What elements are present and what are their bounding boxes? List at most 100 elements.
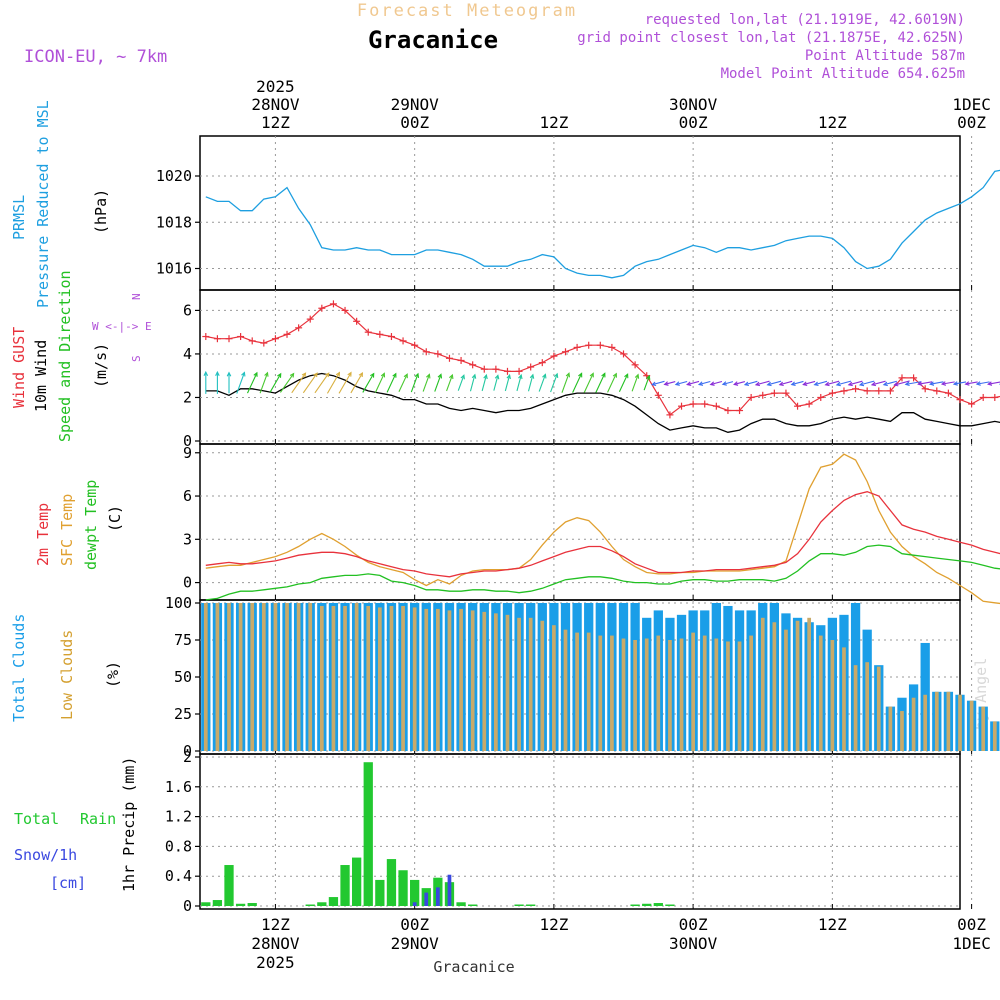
wind-arrow: [697, 380, 711, 386]
low-cloud-bar: [331, 605, 336, 751]
temp-sfc-label: SFC Temp: [58, 494, 76, 566]
temp-2m-line: [205, 491, 1000, 578]
wind-arrow: [527, 373, 535, 392]
low-cloud-bar: [598, 635, 603, 751]
top-time-label: 12Z: [818, 113, 847, 132]
low-cloud-bar: [389, 605, 394, 751]
gust-marker: [770, 389, 778, 397]
low-cloud-bar: [818, 635, 823, 751]
gust-marker: [248, 337, 256, 345]
bottom-time-label: 00Z: [957, 915, 986, 934]
wind-arrow: [203, 370, 209, 394]
wind-direction-arrows: [203, 370, 1000, 394]
gust-marker: [341, 306, 349, 314]
low-cloud-bar: [482, 611, 487, 751]
low-cloud-bar: [540, 620, 545, 751]
low-cloud-bar: [795, 620, 800, 751]
snow-bar: [412, 902, 417, 906]
gust-marker: [353, 317, 361, 325]
gust-marker: [515, 367, 523, 375]
wind-arrow: [374, 372, 386, 393]
gust-marker: [747, 393, 755, 401]
gust-marker: [329, 300, 337, 308]
low-cloud-bar: [470, 610, 475, 751]
bottom-time-label: 30NOV: [669, 934, 718, 953]
wind-arrow: [572, 372, 583, 393]
y-tick-label: 0: [183, 432, 192, 450]
snow-bar: [424, 892, 429, 906]
prmsl-label: PRMSL: [10, 195, 28, 240]
low-cloud-bar: [830, 640, 835, 751]
wind-arrow: [538, 373, 547, 392]
low-cloud-bar: [726, 641, 730, 751]
low-cloud-bar: [319, 605, 324, 751]
top-time-label: 00Z: [400, 113, 429, 132]
y-tick-label: 9: [183, 444, 192, 462]
rain-label-total: Total: [14, 810, 59, 828]
top-time-label: 30NOV: [669, 95, 718, 114]
low-cloud-bar: [436, 608, 440, 751]
low-cloud-bar: [296, 603, 301, 751]
wind-arrow: [650, 380, 665, 387]
wind-arrow: [904, 381, 922, 387]
wind-arrow: [291, 372, 307, 394]
low-cloud-bar: [714, 638, 719, 751]
y-tick-label: 6: [183, 487, 192, 505]
low-cloud-bar: [343, 605, 347, 751]
gust-marker: [237, 333, 245, 341]
low-cloud-bar: [401, 605, 405, 751]
low-cloud-bar: [807, 617, 812, 751]
rain-label-rain: Rain: [80, 810, 116, 828]
wind-arrow: [236, 371, 246, 394]
low-cloud-bar: [261, 603, 266, 751]
y-tick-label: 0.8: [165, 837, 192, 855]
wind-arrow: [802, 380, 816, 386]
wind-arrow: [493, 374, 500, 391]
low-cloud-bar: [563, 629, 568, 751]
wind-arrow: [259, 371, 269, 394]
low-cloud-bar: [447, 610, 452, 751]
wind-arrow: [643, 374, 651, 391]
low-cloud-bar: [876, 666, 881, 751]
top-time-label: 29NOV: [391, 95, 440, 114]
gust-marker: [724, 407, 732, 415]
y-tick-label: 0: [183, 742, 192, 760]
wind-arrow: [813, 380, 828, 387]
wind-arrow: [326, 371, 341, 394]
low-cloud-bar: [459, 608, 463, 751]
wind-arrow: [917, 381, 933, 386]
gust-marker: [944, 389, 952, 397]
wind-arrow: [561, 372, 571, 393]
wind-arrow: [766, 380, 782, 387]
low-clouds-label: Low Clouds: [58, 630, 76, 720]
gust-marker: [527, 363, 535, 371]
rain-bar: [386, 859, 397, 906]
total-clouds-label: Total Clouds: [10, 614, 28, 722]
wind-arrow: [721, 381, 734, 386]
temp-dew-label: dewpt Temp: [82, 480, 100, 570]
pressure-panel-frame: [199, 135, 961, 291]
meteogram-title: Forecast Meteogram: [357, 1, 577, 21]
rain-bar: [212, 900, 223, 906]
gust-marker: [852, 385, 860, 393]
snow-label: Snow/1h: [14, 846, 77, 864]
wind-gust-line: [205, 303, 1000, 416]
wind-panel-frame: [199, 289, 961, 445]
low-cloud-bar: [911, 697, 916, 751]
wind-arrow: [314, 372, 330, 394]
pressure-unit: (hPa): [92, 189, 110, 234]
low-cloud-bar: [842, 647, 846, 751]
compass-row: W <-|-> E: [92, 320, 152, 333]
location-title: Gracanice: [368, 26, 498, 54]
gust-marker: [561, 348, 569, 356]
wind-arrow: [952, 381, 967, 386]
gust-marker: [968, 400, 976, 408]
gust-marker: [608, 343, 616, 351]
gust-marker: [306, 315, 314, 323]
low-cloud-bar: [575, 632, 579, 751]
rain-bar: [340, 865, 350, 906]
low-cloud-bar: [517, 617, 521, 751]
gust-marker: [828, 389, 836, 397]
gust-marker: [550, 352, 558, 360]
